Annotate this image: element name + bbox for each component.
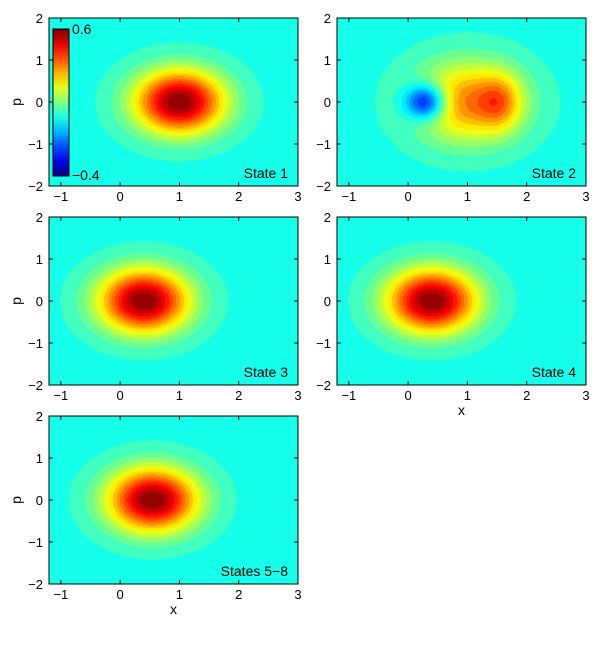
y-tick-label: 2 bbox=[36, 11, 43, 26]
x-axis-label: x bbox=[170, 601, 177, 617]
heatmap-image bbox=[49, 217, 298, 385]
y-tick-label: 1 bbox=[324, 252, 331, 267]
panel-4: −1 0 1 2 3 2 1 0 −1 −2 State 4 x bbox=[316, 210, 589, 418]
y-tick-label: −2 bbox=[316, 179, 331, 194]
x-tick-label: 2 bbox=[235, 388, 242, 403]
colorbar-min-label: −0.4 bbox=[72, 167, 100, 183]
x-tick-label: −1 bbox=[341, 388, 356, 403]
y-tick-label: 2 bbox=[324, 210, 331, 225]
state-label: State 3 bbox=[244, 364, 289, 380]
x-tick-label: 0 bbox=[117, 189, 124, 204]
x-tick-label: 0 bbox=[405, 189, 412, 204]
state-label: State 2 bbox=[532, 165, 577, 181]
state-label: States 5−8 bbox=[221, 563, 289, 579]
x-tick-label: −1 bbox=[53, 189, 68, 204]
x-tick-label: 3 bbox=[582, 189, 589, 204]
colorbar-max-label: 0.6 bbox=[72, 21, 92, 37]
y-tick-label: 1 bbox=[36, 252, 43, 267]
x-tick-label: 1 bbox=[464, 388, 471, 403]
y-tick-label: 0 bbox=[36, 493, 43, 508]
x-tick-label: 1 bbox=[464, 189, 471, 204]
heatmap-image bbox=[49, 18, 298, 186]
y-axis-label: p bbox=[8, 98, 24, 106]
x-tick-label: 1 bbox=[176, 189, 183, 204]
y-tick-label: 0 bbox=[36, 294, 43, 309]
y-tick-label: −1 bbox=[28, 535, 43, 550]
y-axis-label: p bbox=[8, 496, 24, 504]
panel-1: −1 0 1 2 3 2 1 0 −1 −2 State 1 p 0.6 −0.4 bbox=[8, 11, 302, 204]
heatmap-image bbox=[337, 217, 586, 385]
colorbar bbox=[52, 28, 70, 177]
x-tick-label: 1 bbox=[176, 388, 183, 403]
x-tick-label: 0 bbox=[117, 388, 124, 403]
y-tick-label: 1 bbox=[36, 451, 43, 466]
x-tick-label: 3 bbox=[294, 587, 301, 602]
x-tick-label: 0 bbox=[405, 388, 412, 403]
x-tick-label: 1 bbox=[176, 587, 183, 602]
x-axis-label: x bbox=[458, 402, 465, 418]
y-tick-label: −1 bbox=[28, 336, 43, 351]
y-tick-label: 2 bbox=[36, 210, 43, 225]
x-tick-label: 3 bbox=[294, 189, 301, 204]
panel-3: −1 0 1 2 3 2 1 0 −1 −2 State 3 p bbox=[8, 210, 302, 403]
x-tick-label: 2 bbox=[235, 587, 242, 602]
x-tick-label: 2 bbox=[523, 189, 530, 204]
x-tick-label: −1 bbox=[341, 189, 356, 204]
y-tick-label: −1 bbox=[28, 137, 43, 152]
y-tick-label: −2 bbox=[28, 378, 43, 393]
y-tick-label: −2 bbox=[316, 378, 331, 393]
y-tick-label: 2 bbox=[36, 409, 43, 424]
state-label: State 1 bbox=[244, 165, 289, 181]
y-tick-label: 2 bbox=[324, 11, 331, 26]
x-tick-label: −1 bbox=[53, 587, 68, 602]
x-tick-label: 0 bbox=[117, 587, 124, 602]
y-tick-label: 1 bbox=[36, 53, 43, 68]
panel-2: −1 0 1 2 3 2 1 0 −1 −2 State 2 bbox=[316, 11, 589, 204]
x-tick-label: 2 bbox=[523, 388, 530, 403]
panel-5: −1 0 1 2 3 2 1 0 −1 −2 States 5−8 p x bbox=[8, 409, 302, 617]
y-tick-label: −2 bbox=[28, 179, 43, 194]
heatmap-image bbox=[337, 18, 586, 186]
y-tick-label: 0 bbox=[324, 294, 331, 309]
y-tick-label: −1 bbox=[316, 336, 331, 351]
x-tick-label: 2 bbox=[235, 189, 242, 204]
y-tick-label: −1 bbox=[316, 137, 331, 152]
state-label: State 4 bbox=[532, 364, 577, 380]
y-axis-label: p bbox=[8, 297, 24, 305]
x-tick-label: 3 bbox=[582, 388, 589, 403]
y-tick-label: 0 bbox=[36, 95, 43, 110]
y-tick-label: 0 bbox=[324, 95, 331, 110]
x-tick-label: −1 bbox=[53, 388, 68, 403]
y-tick-label: 1 bbox=[324, 53, 331, 68]
y-tick-label: −2 bbox=[28, 577, 43, 592]
x-tick-label: 3 bbox=[294, 388, 301, 403]
heatmap-image bbox=[49, 416, 298, 584]
